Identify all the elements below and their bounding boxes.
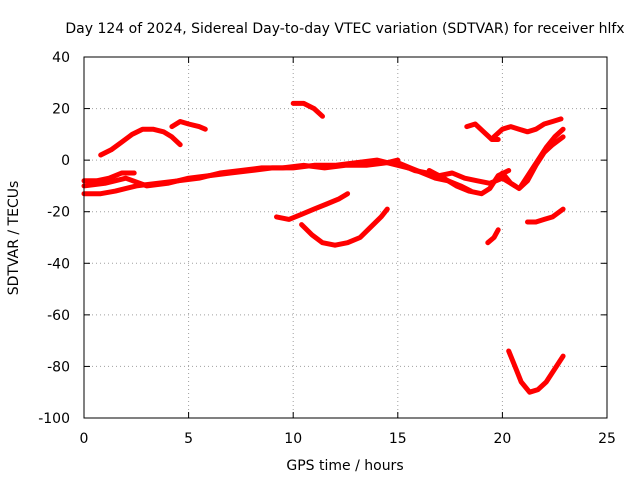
series-line-15: [499, 134, 566, 191]
plot-frame: [83, 56, 608, 419]
series-line-17: [525, 206, 566, 225]
x-tick-label: 25: [598, 431, 616, 447]
series-line-6: [290, 100, 325, 119]
y-axis-title: SDTVAR / TECUs: [6, 181, 22, 296]
y-tick-label: -100: [38, 411, 70, 427]
series-line-14: [485, 227, 501, 246]
x-tick-labels: 0 5 10 15 20 25: [80, 431, 616, 447]
x-tick-label: 15: [389, 431, 407, 447]
x-axis-title: GPS time / hours: [286, 458, 403, 474]
axis-ticks: [83, 56, 608, 419]
grid-lines: [84, 57, 607, 418]
series-line-18: [506, 348, 566, 395]
series-line-4: [98, 126, 183, 158]
x-tick-label: 5: [184, 431, 193, 447]
y-tick-labels: -100 -80 -60 -40 -20 0 20 40: [38, 50, 70, 427]
series-line-12: [464, 121, 501, 142]
y-tick-label: -40: [47, 256, 70, 272]
y-tick-label: 0: [61, 153, 70, 169]
series-line-8: [299, 206, 390, 248]
x-tick-label: 0: [80, 431, 89, 447]
x-tick-label: 20: [493, 431, 511, 447]
x-tick-label: 10: [284, 431, 302, 447]
series-line-13: [491, 116, 564, 140]
series-line-2: [81, 157, 401, 197]
y-tick-label: 40: [52, 50, 70, 66]
y-tick-label: -80: [47, 359, 70, 375]
series-line-3: [81, 170, 137, 184]
data-series: [81, 100, 566, 395]
series-line-5: [169, 119, 208, 132]
y-tick-label: 20: [52, 102, 70, 118]
y-tick-label: -20: [47, 205, 70, 221]
y-tick-label: -60: [47, 308, 70, 324]
series-line-16: [518, 126, 566, 189]
series-line-7: [274, 191, 351, 222]
chart-title: Day 124 of 2024, Sidereal Day-to-day VTE…: [65, 21, 624, 37]
series-line-11: [426, 168, 512, 197]
